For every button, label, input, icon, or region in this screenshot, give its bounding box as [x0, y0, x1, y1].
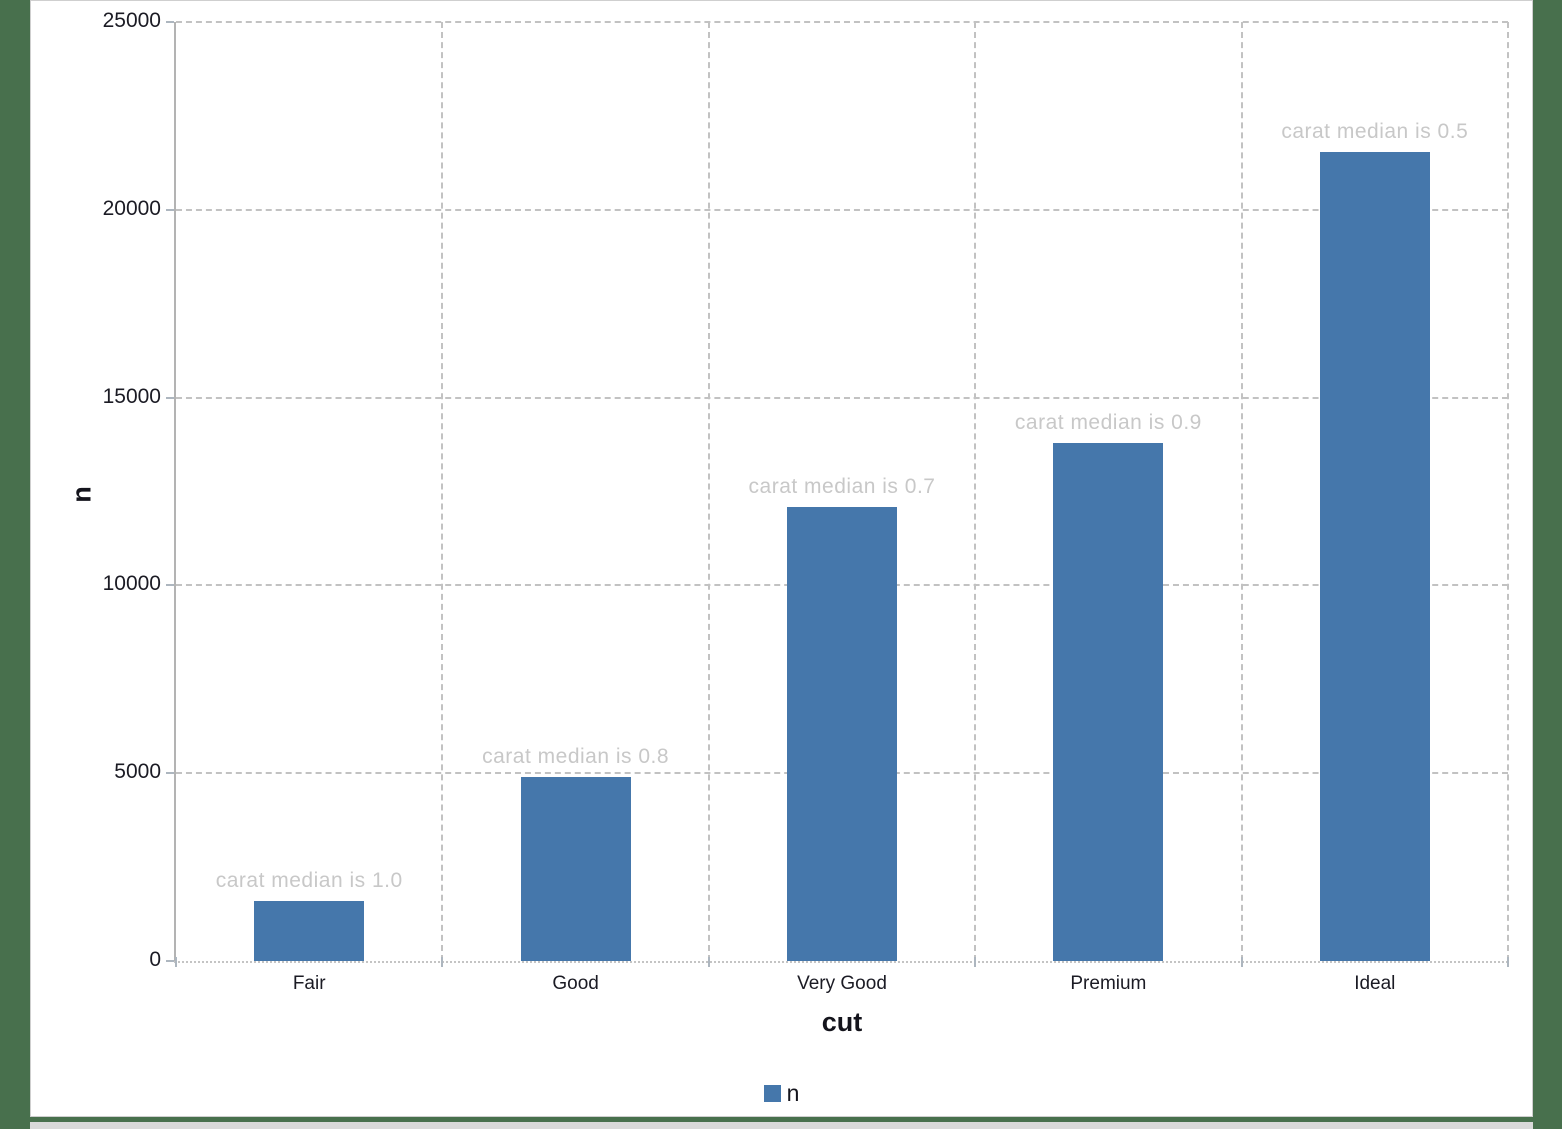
v-gridline — [707, 22, 710, 961]
y-tick-mark — [166, 772, 174, 775]
x-tick-label: Good — [552, 973, 599, 994]
y-tick-mark — [166, 960, 174, 962]
y-tick-label: 25000 — [102, 9, 161, 32]
v-gridline — [974, 22, 977, 961]
x-tick-mark — [974, 957, 977, 967]
y-tick-label: 0 — [149, 948, 161, 971]
bar — [254, 900, 365, 961]
plot-area: carat median is 1.0 carat median is 0.8 ca… — [174, 21, 1509, 963]
bar-annotation: carat median is 0.9 — [1014, 411, 1202, 435]
legend-swatch — [763, 1085, 781, 1102]
y-axis-title: n — [66, 486, 97, 503]
x-tick-mark — [707, 957, 710, 967]
chart-card: n carat median is 1.0 carat median is 0.8… — [30, 0, 1533, 1117]
bottom-strip — [30, 1122, 1533, 1129]
bar-annotation: carat median is 0.8 — [482, 744, 670, 768]
x-axis-title: cut — [821, 1007, 863, 1037]
x-axis-line — [174, 961, 1508, 963]
y-tick-mark — [166, 21, 174, 23]
y-tick-label: 15000 — [102, 384, 161, 408]
legend: n — [31, 1080, 1532, 1107]
v-gridline — [1240, 22, 1243, 961]
x-tick-label: Very Good — [797, 973, 887, 994]
bar-annotation: carat median is 0.5 — [1281, 119, 1469, 143]
bar-annotation: carat median is 0.7 — [748, 475, 936, 499]
h-gridline — [176, 208, 1508, 211]
x-tick-mark — [441, 957, 444, 967]
x-tick-mark — [1507, 957, 1509, 967]
y-tick-mark — [166, 208, 174, 211]
y-tick-mark — [166, 584, 174, 587]
bar — [1053, 443, 1164, 961]
v-gridline — [441, 22, 444, 961]
x-tick-label: Premium — [1070, 973, 1147, 994]
bar-annotation: carat median is 1.0 — [215, 868, 403, 892]
v-gridline — [1507, 22, 1509, 961]
x-tick-label: Fair — [292, 973, 326, 994]
y-axis-line — [174, 22, 176, 961]
bar — [520, 776, 631, 961]
y-tick-label: 20000 — [102, 196, 161, 220]
x-tick-mark — [175, 957, 177, 967]
legend-label: n — [786, 1080, 800, 1106]
y-tick-label: 5000 — [114, 760, 161, 784]
y-tick-mark — [166, 396, 174, 399]
bar — [1319, 151, 1430, 961]
h-gridline — [176, 396, 1508, 399]
h-gridline — [176, 21, 1508, 23]
x-tick-mark — [1240, 957, 1243, 967]
bar — [787, 507, 897, 961]
x-tick-label: Ideal — [1354, 973, 1396, 994]
y-tick-label: 10000 — [102, 572, 161, 596]
